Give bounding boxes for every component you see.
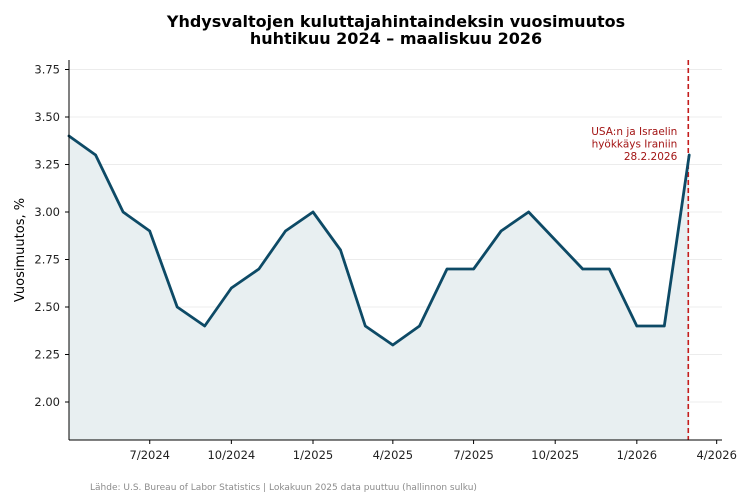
x-tick-label: 10/2025 — [531, 448, 579, 462]
x-tick-label: 4/2026 — [696, 448, 736, 462]
x-tick-label: 7/2025 — [453, 448, 493, 462]
event-annotation-line: USA:n ja Israelin — [591, 126, 677, 138]
data-point — [121, 210, 125, 214]
data-point — [581, 267, 584, 271]
data-point — [230, 286, 233, 290]
event-annotation-line: 28.2.2026 — [624, 151, 678, 163]
event-annotation-line: hyökkäys Iraniin — [592, 139, 678, 151]
y-tick-label: 3.50 — [34, 110, 60, 124]
source-note: Lähde: U.S. Bureau of Labor Statistics |… — [90, 483, 477, 493]
x-tick-label: 7/2024 — [130, 448, 170, 462]
data-point — [284, 229, 287, 233]
data-point — [499, 229, 503, 233]
x-tick-label: 1/2025 — [293, 448, 333, 462]
y-tick-label: 3.75 — [34, 63, 60, 77]
y-tick-label: 2.75 — [34, 253, 60, 267]
data-point — [418, 324, 421, 328]
x-tick-label: 4/2025 — [373, 448, 413, 462]
x-tick-label: 1/2026 — [617, 448, 657, 462]
y-tick-label: 2.00 — [34, 395, 60, 409]
data-point — [364, 324, 367, 328]
chart-title-line-2: huhtikuu 2024 – maaliskuu 2026 — [250, 29, 542, 48]
series-area — [69, 136, 690, 440]
data-point — [445, 267, 449, 271]
data-point — [94, 153, 97, 157]
data-point — [203, 324, 206, 328]
data-point — [257, 267, 261, 271]
data-point — [608, 267, 611, 271]
y-tick-label: 3.00 — [34, 205, 60, 219]
y-tick-label: 3.25 — [34, 158, 60, 172]
data-point — [148, 229, 151, 233]
data-point — [688, 153, 691, 157]
data-point — [311, 210, 315, 214]
data-point — [527, 210, 530, 214]
y-axis-label: Vuosimuutos, % — [13, 198, 28, 302]
x-tick-label: 10/2024 — [207, 448, 255, 462]
data-point — [176, 305, 179, 309]
data-point — [472, 267, 475, 271]
y-tick-label: 2.50 — [34, 300, 60, 314]
chart-title-line-1: Yhdysvaltojen kuluttajahintaindeksin vuo… — [166, 12, 625, 31]
data-point — [663, 324, 666, 328]
data-point — [391, 343, 394, 347]
data-point — [635, 324, 638, 328]
y-tick-label: 2.25 — [34, 348, 60, 362]
data-point — [339, 248, 342, 252]
